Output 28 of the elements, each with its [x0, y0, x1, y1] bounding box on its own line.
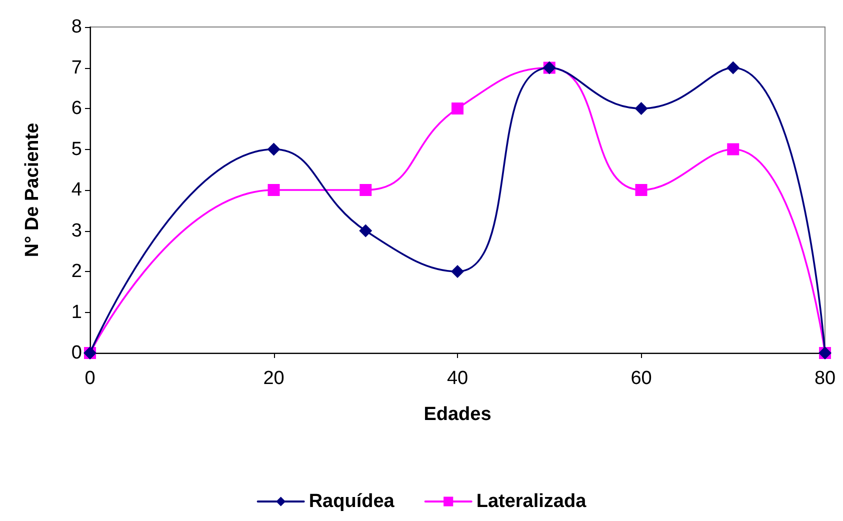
- y-tick-label: 7: [71, 57, 82, 78]
- y-axis-title: N° De Paciente: [22, 122, 43, 258]
- y-tick-label: 1: [71, 302, 82, 323]
- point: [360, 184, 372, 196]
- point: [359, 224, 372, 238]
- point: [268, 184, 280, 196]
- y-tick-label: 5: [71, 138, 82, 160]
- legend-label: Raquídea: [308, 491, 395, 512]
- x-tick-label: 40: [446, 368, 468, 389]
- point: [726, 61, 740, 74]
- x-axis-title: Edades: [424, 404, 492, 425]
- point: [267, 142, 280, 156]
- point: [452, 102, 464, 114]
- y-tick-label: 8: [71, 16, 82, 38]
- legend-label: Lateralizada: [476, 491, 587, 512]
- y-tick-label: 2: [71, 261, 82, 282]
- point: [635, 184, 648, 196]
- x-tick-label: 80: [814, 368, 836, 389]
- y-tick-label: 3: [71, 220, 82, 242]
- point: [634, 102, 648, 115]
- x-tick-label: 60: [630, 368, 652, 389]
- y-tick-label: 6: [71, 98, 82, 119]
- y-tick-label: 0: [71, 342, 82, 364]
- x-tick-label: 20: [263, 368, 284, 389]
- point: [451, 265, 464, 278]
- y-tick-label: 4: [71, 180, 82, 200]
- point: [727, 143, 740, 156]
- x-tick-label: 0: [84, 368, 96, 389]
